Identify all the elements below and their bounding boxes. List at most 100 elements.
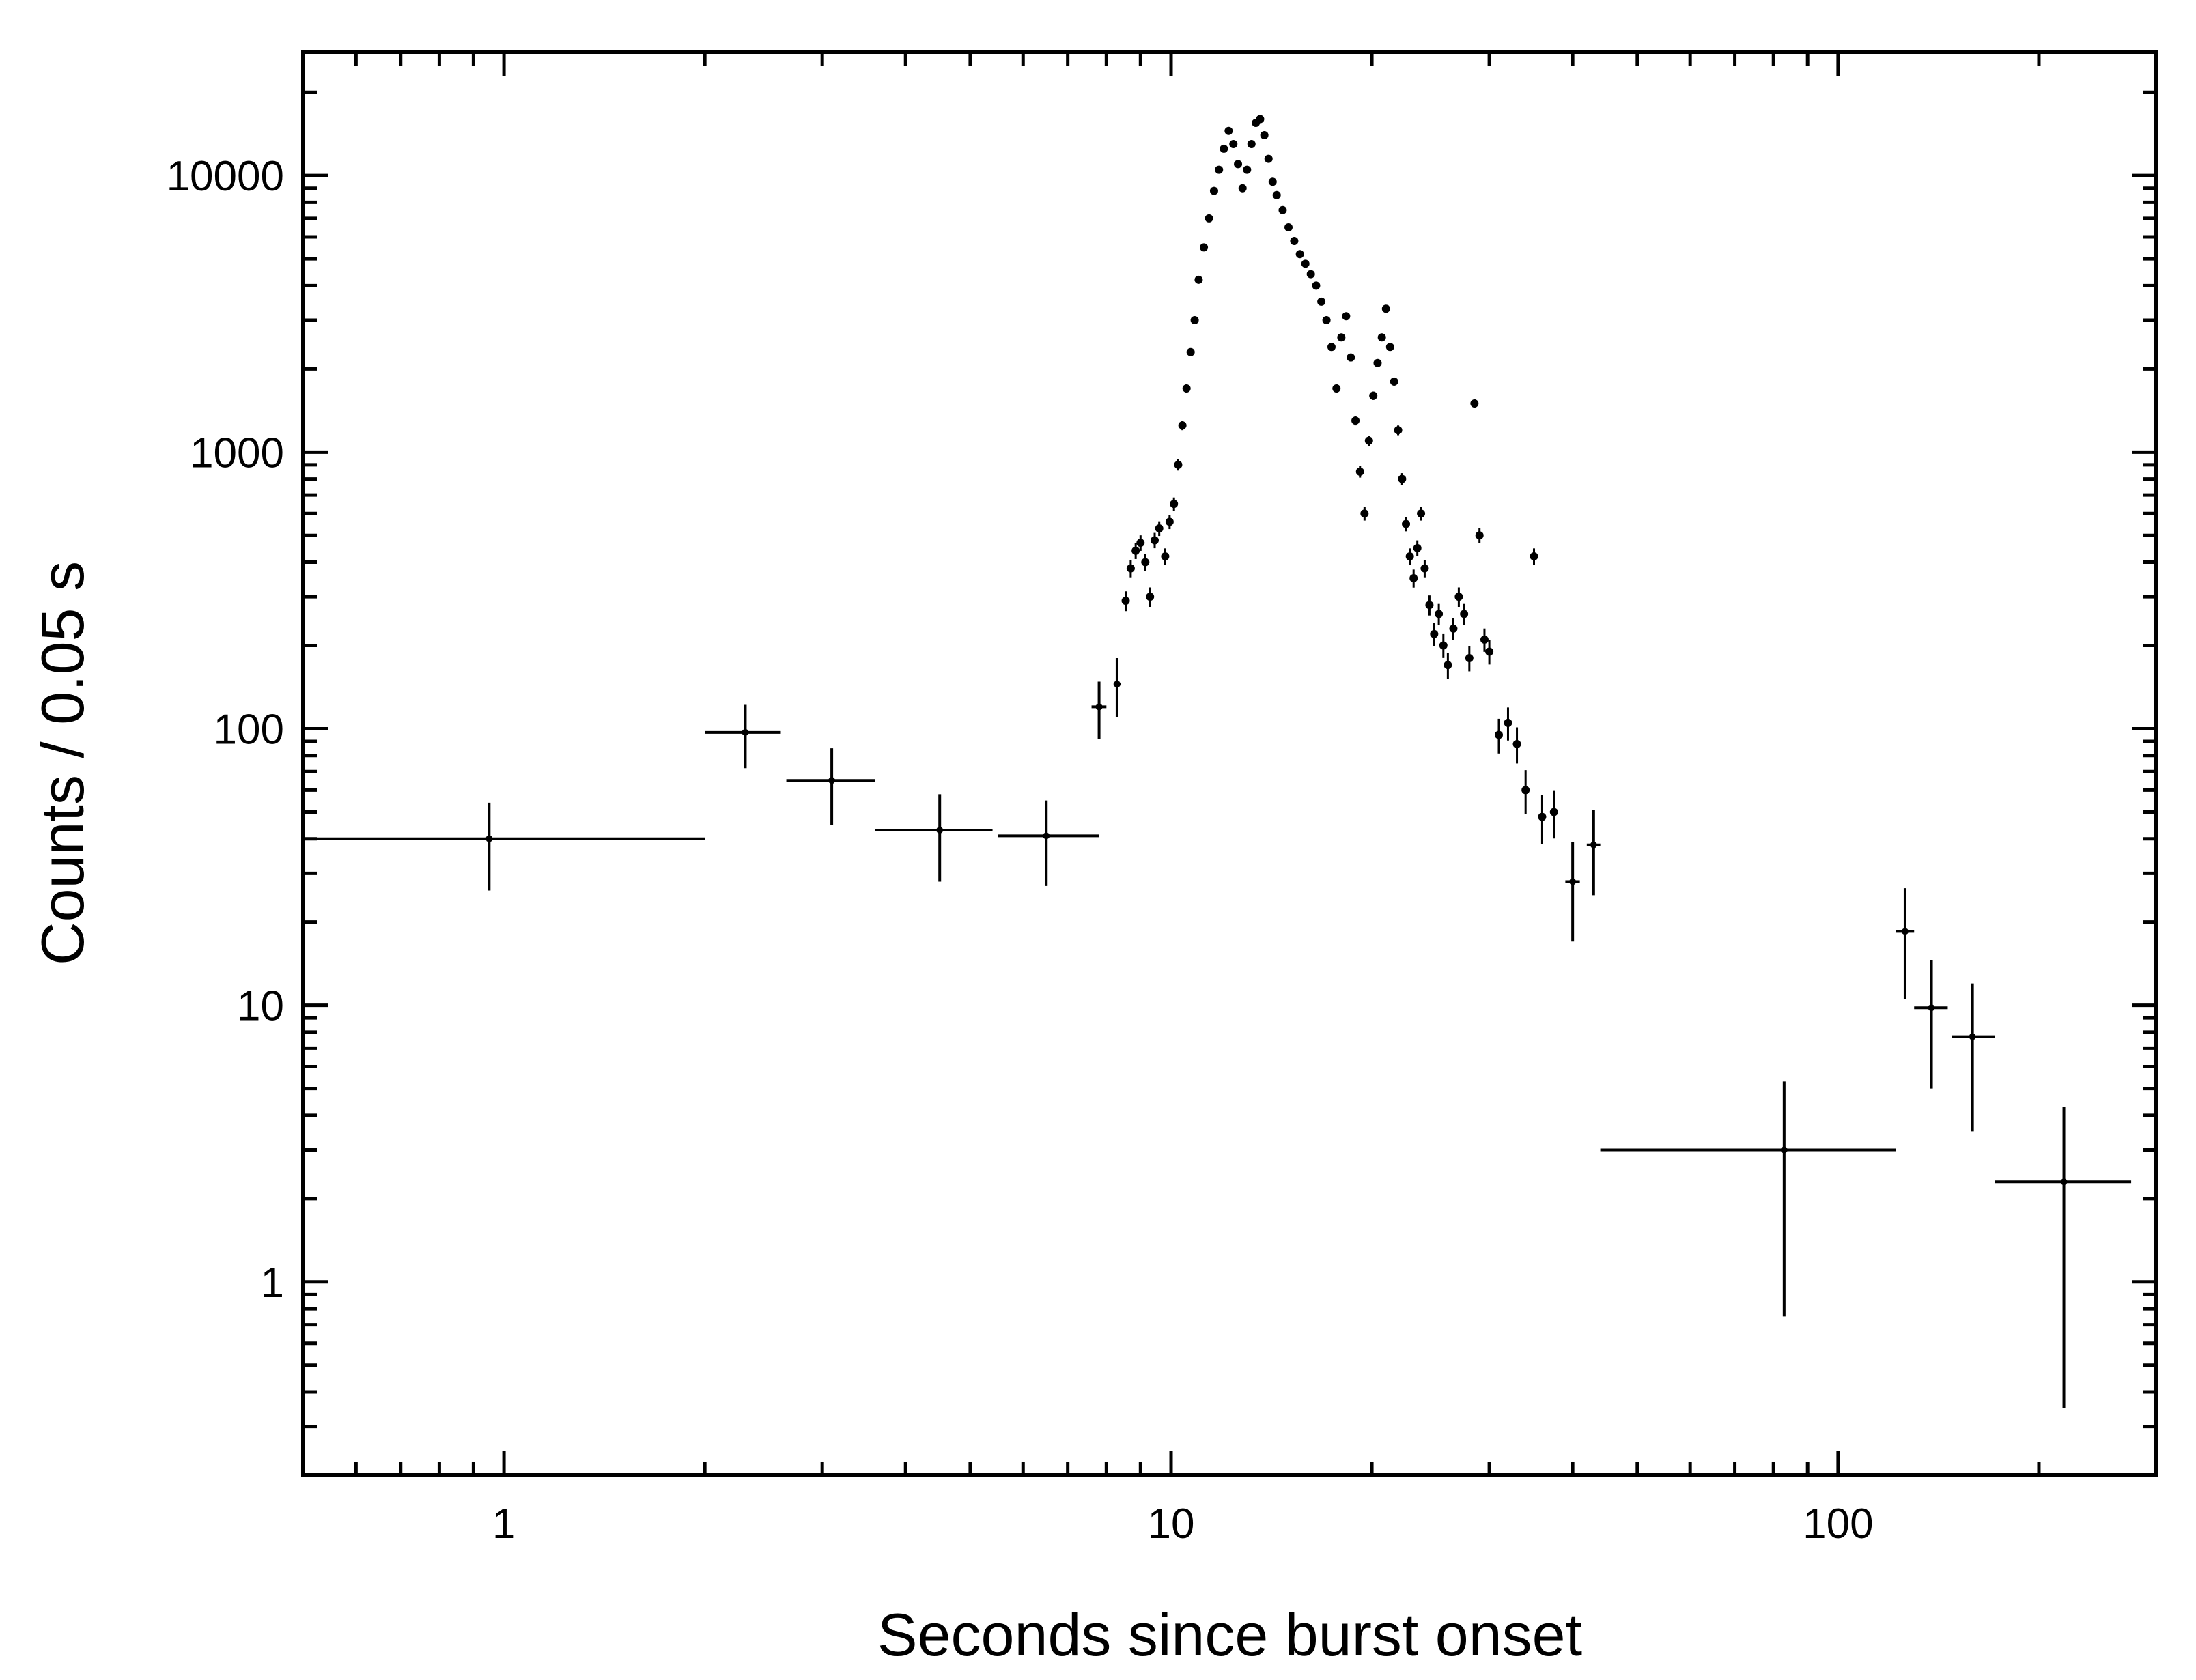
point-marker — [1780, 1146, 1788, 1154]
point-marker — [1373, 358, 1382, 367]
point-marker — [1256, 115, 1265, 124]
data-point — [1165, 515, 1174, 530]
data-point — [1470, 399, 1479, 408]
data-point — [1136, 535, 1145, 551]
axis-ticks — [301, 52, 2158, 1477]
data-point — [1161, 548, 1170, 565]
point-marker — [1186, 347, 1195, 356]
data-point — [1530, 548, 1538, 565]
data-point — [1995, 1107, 2132, 1408]
point-marker — [1322, 316, 1331, 325]
point-marker — [1460, 610, 1469, 618]
data-point — [705, 704, 781, 769]
data-point — [1295, 250, 1304, 259]
point-marker — [1385, 343, 1394, 352]
point-marker — [1538, 812, 1547, 821]
point-marker — [1521, 786, 1530, 795]
point-marker — [1278, 205, 1287, 214]
data-point — [1170, 497, 1179, 511]
point-marker — [1402, 519, 1411, 528]
data-point — [1449, 618, 1458, 640]
data-point — [1306, 270, 1315, 279]
point-marker — [1170, 500, 1179, 509]
data-point — [1347, 353, 1355, 362]
data-point — [1284, 223, 1293, 231]
point-marker — [1178, 421, 1187, 430]
data-point — [1327, 343, 1336, 352]
point-marker — [1131, 546, 1140, 555]
data-point — [1480, 628, 1489, 652]
data-point — [1229, 140, 1238, 149]
point-marker — [1444, 661, 1452, 670]
data-point — [1390, 377, 1398, 386]
point-marker — [1449, 624, 1458, 633]
data-point — [1182, 384, 1191, 393]
point-marker — [1928, 1004, 1935, 1012]
data-point — [1150, 532, 1159, 549]
data-point — [1485, 640, 1494, 665]
point-marker — [1504, 718, 1512, 727]
point-marker — [1165, 517, 1174, 526]
point-marker — [1969, 1033, 1976, 1040]
data-point — [1113, 658, 1121, 717]
point-marker — [1150, 536, 1159, 545]
data-point — [1394, 425, 1403, 436]
point-marker — [1475, 531, 1484, 540]
point-marker — [1569, 878, 1577, 885]
data-point — [1355, 466, 1364, 478]
data-point — [1209, 186, 1218, 195]
point-marker — [1095, 703, 1103, 711]
point-marker — [1390, 377, 1398, 386]
point-marker — [1409, 574, 1418, 583]
data-point — [1312, 281, 1321, 290]
data-point — [1420, 560, 1429, 578]
point-marker — [1295, 250, 1304, 259]
data-point — [1425, 595, 1434, 616]
data-point — [1141, 554, 1150, 571]
point-marker — [1417, 509, 1426, 518]
data-point — [1121, 591, 1130, 612]
point-marker — [1182, 384, 1191, 393]
data-point — [1234, 160, 1243, 169]
point-marker — [1312, 281, 1321, 290]
data-point — [1186, 347, 1195, 356]
data-point — [1220, 144, 1228, 153]
point-marker — [1347, 353, 1355, 362]
point-marker — [1425, 601, 1434, 610]
data-point — [1600, 1081, 1896, 1317]
data-point — [1402, 517, 1411, 532]
point-marker — [1194, 275, 1203, 284]
point-marker — [1413, 543, 1422, 552]
point-marker — [828, 777, 836, 784]
point-marker — [1205, 214, 1213, 223]
point-marker — [1190, 316, 1199, 325]
data-point — [1194, 275, 1203, 284]
point-marker — [1234, 160, 1243, 169]
data-point — [1430, 623, 1439, 646]
data-point — [1398, 473, 1407, 485]
data-point — [1264, 154, 1273, 163]
y-tick-label: 10000 — [167, 153, 284, 200]
data-point — [1549, 790, 1558, 839]
point-marker — [1470, 399, 1479, 408]
data-point — [1444, 653, 1452, 679]
data-point — [1091, 681, 1107, 739]
point-marker — [1284, 223, 1293, 231]
data-point — [1504, 707, 1512, 741]
x-tick-label: 10 — [1148, 1500, 1195, 1548]
data-point — [1272, 190, 1281, 199]
data-point — [1215, 165, 1224, 174]
point-marker — [1901, 928, 1909, 935]
point-marker — [1268, 177, 1277, 186]
point-marker — [1121, 597, 1130, 606]
x-tick-label: 100 — [1803, 1500, 1873, 1548]
data-point — [1439, 633, 1448, 658]
data-point — [786, 748, 875, 825]
point-marker — [1260, 130, 1269, 139]
point-marker — [1155, 524, 1164, 533]
data-point — [1256, 115, 1265, 124]
point-marker — [1247, 140, 1256, 149]
data-point — [1278, 205, 1287, 214]
data-point — [1190, 316, 1199, 325]
